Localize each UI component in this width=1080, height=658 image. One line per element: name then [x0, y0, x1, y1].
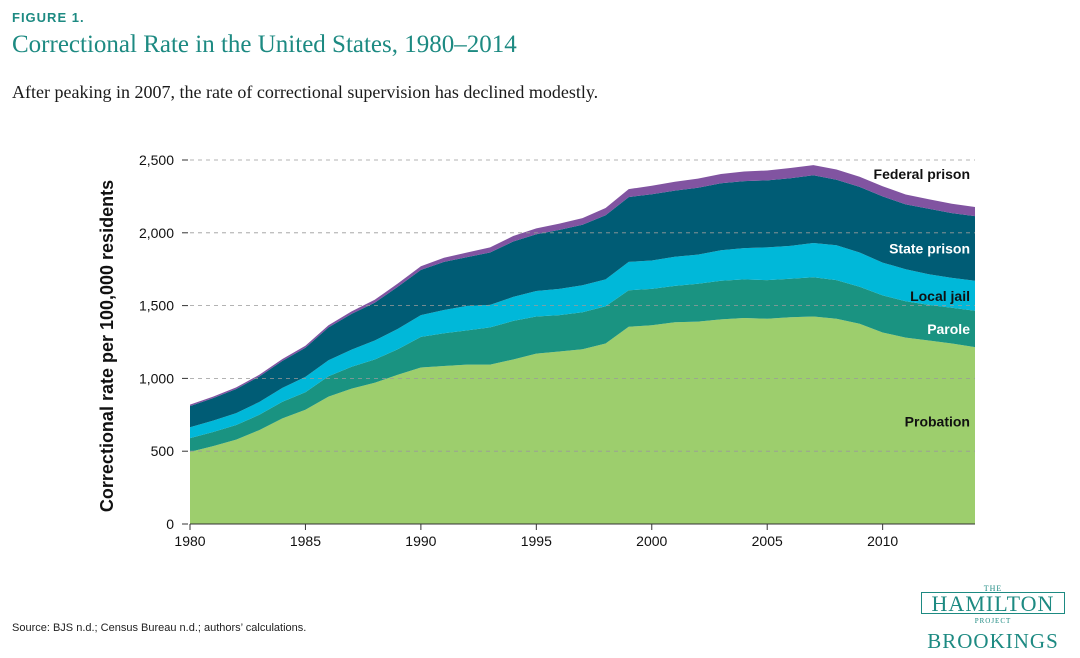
series-label-probation: Probation [905, 414, 970, 430]
x-tick-label: 1985 [290, 533, 321, 549]
area-layers [190, 165, 975, 524]
x-tick-label: 2005 [752, 533, 783, 549]
area-state-prison [190, 175, 975, 428]
y-tick-label: 2,500 [139, 152, 174, 168]
x-tick-label: 2000 [636, 533, 667, 549]
logo-frame [921, 592, 1065, 614]
x-tick-label: 2010 [867, 533, 898, 549]
figure-subtitle: After peaking in 2007, the rate of corre… [12, 82, 599, 102]
y-tick-label: 1,500 [139, 298, 174, 314]
gridlines [190, 159, 975, 452]
y-tick-label: 0 [166, 516, 174, 532]
x-tick-label: 1990 [405, 533, 436, 549]
y-axis-label: Correctional rate per 100,000 residents [97, 180, 117, 512]
area-probation [190, 316, 975, 524]
series-label-federal-prison: Federal prison [874, 166, 970, 182]
figure-label: FIGURE 1. [12, 10, 85, 25]
logo-hamilton: HAMILTON [931, 591, 1055, 616]
x-tick-label: 1980 [174, 533, 205, 549]
axes: 0 500 1,000 1,500 2,000 2,500 1980 1985 1990 1995… [139, 152, 975, 549]
series-labels: Probation Parole Local jail State prison Fed… [874, 166, 971, 430]
y-tick-label: 2,000 [139, 225, 174, 241]
hamilton-brookings-logo: THE HAMILTON PROJECT BROOKINGS [918, 584, 1068, 653]
series-label-state-prison: State prison [889, 240, 970, 256]
logo-project: PROJECT [974, 617, 1012, 625]
series-label-parole: Parole [927, 321, 970, 337]
logo-brookings: BROOKINGS [927, 629, 1059, 653]
figure-title: Correctional Rate in the United States, … [12, 31, 517, 58]
y-tick-label: 1,000 [139, 370, 174, 386]
logo-the: THE [983, 584, 1003, 593]
x-tick-label: 1995 [521, 533, 552, 549]
source-note: Source: BJS n.d.; Census Bureau n.d.; au… [12, 622, 307, 634]
series-label-local-jail: Local jail [910, 288, 970, 304]
y-tick-label: 500 [151, 443, 175, 459]
